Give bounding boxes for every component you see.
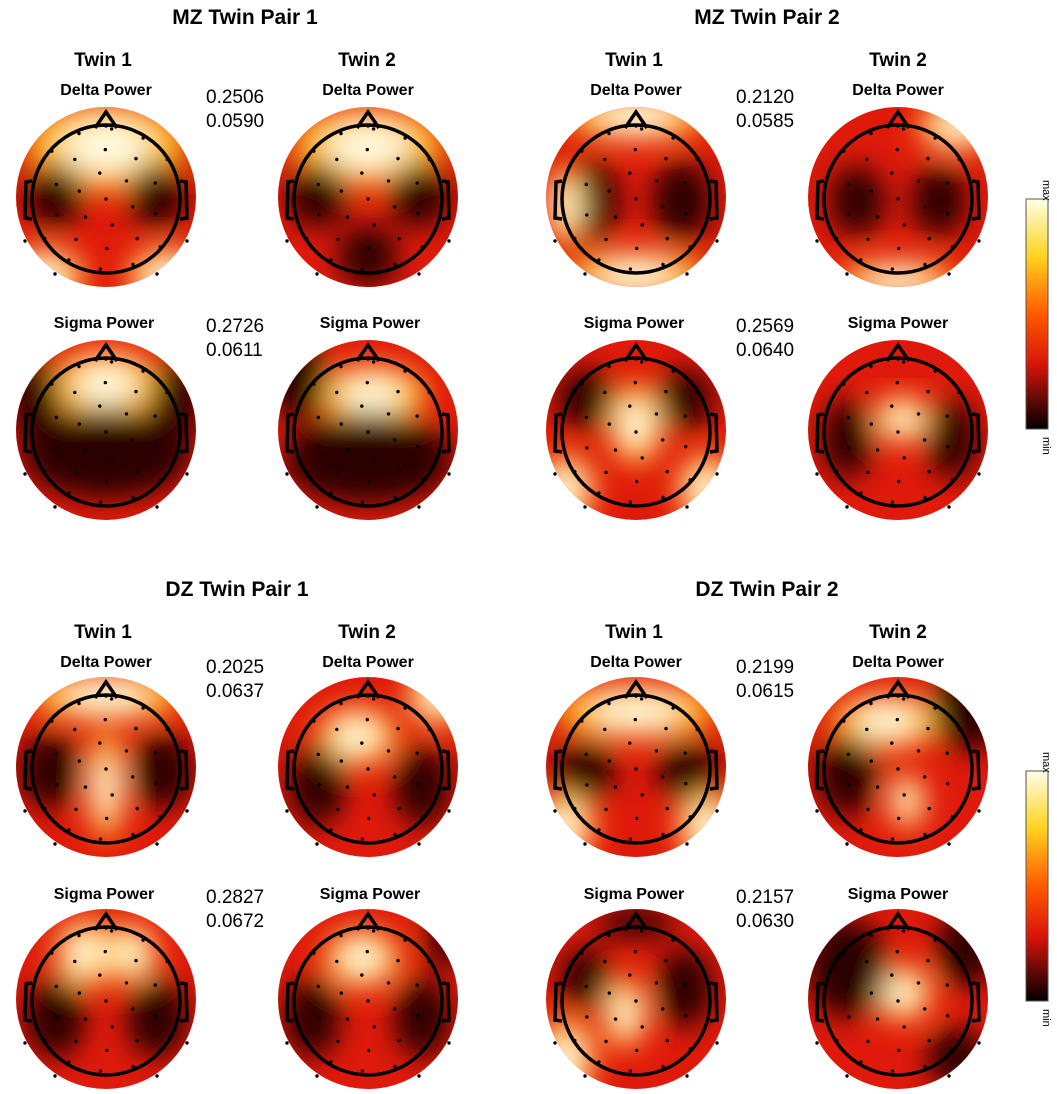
panel-title: MZ Twin Pair 2: [694, 6, 840, 29]
band-label-twin-1: Delta Power: [60, 82, 152, 99]
topomap-dz1-twin2-delta: [278, 677, 458, 857]
topomap-mz1-twin2-delta: [278, 107, 458, 287]
topomap-dz2-twin1-delta: [546, 677, 726, 857]
twin-2-label: Twin 2: [869, 50, 927, 71]
band-label-twin-2: Sigma Power: [847, 315, 949, 332]
topomap-mz2-twin1-delta: [546, 107, 726, 287]
topomap-mz2-twin2-sigma: [808, 340, 988, 520]
electrode-dot-icon: [553, 694, 719, 846]
twin-1-label: Twin 1: [605, 50, 663, 71]
band-label-twin-2: Delta Power: [852, 654, 944, 671]
panel-title: MZ Twin Pair 1: [172, 6, 318, 29]
correlation-value: 0.2726: [206, 316, 265, 337]
correlation-value: 0.2120: [736, 87, 795, 108]
correlation-value: 0.2199: [736, 657, 795, 678]
correlation-value: 0.2569: [736, 316, 795, 337]
band-label-twin-2: Delta Power: [322, 82, 414, 99]
electrode-dot-icon: [815, 926, 981, 1078]
electrode-dot-icon: [553, 124, 719, 276]
electrode-dot-icon: [23, 357, 189, 509]
topomap-mz1-twin2-sigma: [278, 340, 458, 520]
correlation-value: 0.2506: [206, 87, 265, 108]
electrode-dot-icon: [553, 926, 719, 1078]
twin-2-label: Twin 2: [338, 50, 396, 71]
distance-value: 0.0672: [206, 911, 265, 932]
colorbar-max-label: max: [1040, 180, 1052, 201]
twin-1-label: Twin 1: [74, 622, 132, 643]
topomap-dz2-twin1-sigma: [546, 909, 726, 1089]
band-label-twin-1: Sigma Power: [53, 315, 155, 332]
topomap-dz1-twin1-delta: [16, 677, 196, 857]
topomap-dz1-twin1-sigma: [16, 909, 196, 1089]
topomap-dz2-twin2-delta: [808, 677, 988, 857]
topomap-mz2-twin1-sigma: [546, 340, 726, 520]
colorbar-max-label: max: [1040, 752, 1052, 773]
band-label-twin-1: Sigma Power: [583, 886, 685, 903]
twin-1-label: Twin 1: [605, 622, 663, 643]
topomap-mz1-twin1-delta: [16, 107, 196, 287]
band-label-twin-2: Sigma Power: [847, 886, 949, 903]
electrode-dot-icon: [815, 124, 981, 276]
panel-title: DZ Twin Pair 1: [165, 578, 309, 601]
correlation-value: 0.2157: [736, 887, 795, 908]
band-label-twin-2: Delta Power: [852, 82, 944, 99]
distance-value: 0.0637: [206, 681, 265, 702]
electrode-dot-icon: [285, 926, 451, 1078]
distance-value: 0.0615: [736, 681, 795, 702]
distance-value: 0.0611: [206, 340, 263, 361]
band-label-twin-2: Sigma Power: [319, 886, 421, 903]
topomap-mz2-twin2-delta: [808, 107, 988, 287]
band-label-twin-1: Sigma Power: [53, 886, 155, 903]
band-label-twin-1: Delta Power: [590, 654, 682, 671]
band-label-twin-1: Sigma Power: [583, 315, 685, 332]
topomap-dz2-twin2-sigma: [808, 909, 988, 1089]
electrode-dot-icon: [23, 124, 189, 276]
electrode-dot-icon: [23, 926, 189, 1078]
distance-value: 0.0590: [206, 111, 265, 132]
correlation-value: 0.2025: [206, 657, 265, 678]
twin-2-label: Twin 2: [338, 622, 396, 643]
electrode-dot-icon: [285, 694, 451, 846]
electrode-dot-icon: [553, 357, 719, 509]
distance-value: 0.0630: [736, 911, 795, 932]
colorbar-bottom: [1025, 770, 1049, 1002]
topomap-dz1-twin2-sigma: [278, 909, 458, 1089]
band-label-twin-1: Delta Power: [60, 654, 152, 671]
colorbar-min-label: min: [1040, 1009, 1052, 1027]
band-label-twin-2: Sigma Power: [319, 315, 421, 332]
colorbar-top: [1025, 198, 1049, 430]
electrode-dot-icon: [285, 357, 451, 509]
electrode-dot-icon: [815, 694, 981, 846]
colorbar-min-label: min: [1040, 437, 1052, 455]
panel-title: DZ Twin Pair 2: [695, 578, 839, 601]
electrode-dot-icon: [285, 124, 451, 276]
band-label-twin-2: Delta Power: [322, 654, 414, 671]
topomap-mz1-twin1-sigma: [16, 340, 196, 520]
distance-value: 0.0585: [736, 111, 795, 132]
correlation-value: 0.2827: [206, 887, 265, 908]
band-label-twin-1: Delta Power: [590, 82, 682, 99]
twin-1-label: Twin 1: [74, 50, 132, 71]
electrode-dot-icon: [815, 357, 981, 509]
distance-value: 0.0640: [736, 340, 795, 361]
electrode-dot-icon: [23, 694, 189, 846]
twin-2-label: Twin 2: [869, 622, 927, 643]
